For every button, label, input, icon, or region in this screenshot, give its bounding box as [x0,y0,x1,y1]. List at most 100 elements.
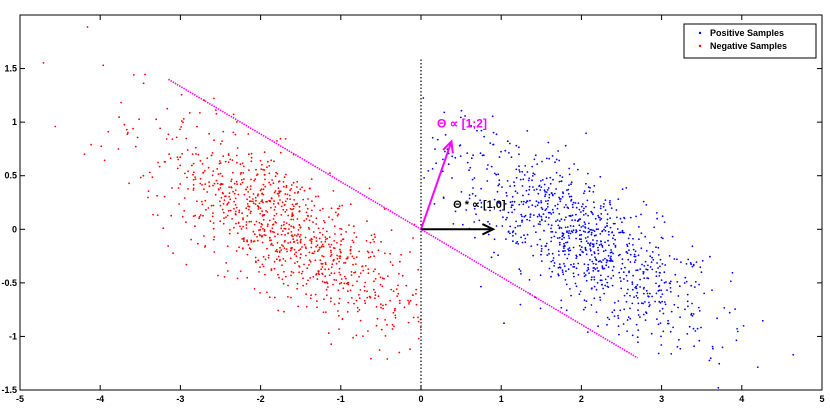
data-point [394,316,397,319]
y-tick-label: -1.5 [1,385,17,395]
data-point [645,268,648,271]
data-point [687,258,690,261]
data-point [289,241,292,244]
data-point [512,234,514,237]
data-point [236,147,239,149]
data-point [628,270,630,273]
data-point [736,330,739,333]
data-point [483,135,485,138]
data-point [194,176,197,179]
data-point [666,289,668,292]
data-point [672,326,674,329]
data-point [185,263,188,266]
data-point [222,130,225,133]
data-point [287,296,289,298]
data-point [389,299,391,302]
data-point [539,307,542,310]
data-point [524,214,527,217]
data-point [180,126,183,128]
data-point [603,228,605,231]
data-point [324,311,327,313]
data-point [646,292,649,295]
data-point [373,280,375,283]
data-point [83,153,86,156]
legend-marker [698,44,702,48]
data-point [572,225,575,228]
data-point [473,177,476,179]
data-point [340,281,343,284]
data-point [480,206,483,209]
data-point [207,207,210,209]
data-point [227,154,230,157]
data-point [501,225,504,227]
data-point [332,283,334,286]
data-point [330,343,333,346]
data-point [258,271,260,273]
data-point [332,190,335,192]
data-point [275,249,278,251]
data-point [367,251,370,254]
data-point [227,201,230,204]
data-point [568,173,571,176]
data-point [558,220,561,223]
data-point [633,296,635,298]
data-point [358,309,361,311]
data-point [273,267,276,270]
data-point [262,218,265,221]
data-point [487,164,489,166]
data-point [637,341,639,344]
data-point [369,255,372,258]
data-point [257,259,260,262]
data-point [579,290,582,293]
data-point [321,207,324,210]
data-point [199,182,202,185]
data-point [266,211,269,213]
data-point [100,145,103,148]
data-point [330,243,333,246]
theta-star-arrow [421,223,496,236]
data-point [622,271,625,274]
data-point [469,166,472,169]
data-point [594,217,597,220]
data-point [621,258,624,261]
data-point [328,243,330,246]
data-point [309,239,311,242]
data-point [397,284,399,287]
data-point [282,223,285,226]
data-point [234,210,237,213]
data-point [321,273,324,275]
data-point [287,284,289,287]
data-point [568,249,570,252]
data-point [215,179,218,182]
axes: -5 -4 -3 -2 -1 0 1 2 3 4 5-1.5-1-0.500.511.5 [1,14,825,404]
data-point [318,248,320,251]
data-point [578,208,581,211]
data-point [277,273,279,276]
data-point [175,136,178,139]
data-point [529,213,532,216]
data-point [584,306,587,309]
data-point [655,246,657,249]
data-point [518,165,520,168]
data-point [591,260,594,263]
data-point [617,198,620,201]
data-point [561,176,564,179]
data-point [576,255,578,258]
data-point [249,185,252,188]
data-point [464,115,466,117]
data-point [341,318,344,320]
data-point [578,244,581,247]
data-point [315,245,317,248]
data-point [226,270,229,272]
data-point [201,184,203,186]
data-point [590,210,593,213]
data-point [587,263,590,266]
decision-boundary [167,78,638,359]
data-point [664,264,667,266]
data-point [623,308,626,311]
data-point [509,225,512,228]
data-point [409,251,411,253]
data-point [592,269,595,272]
data-point [540,260,543,262]
